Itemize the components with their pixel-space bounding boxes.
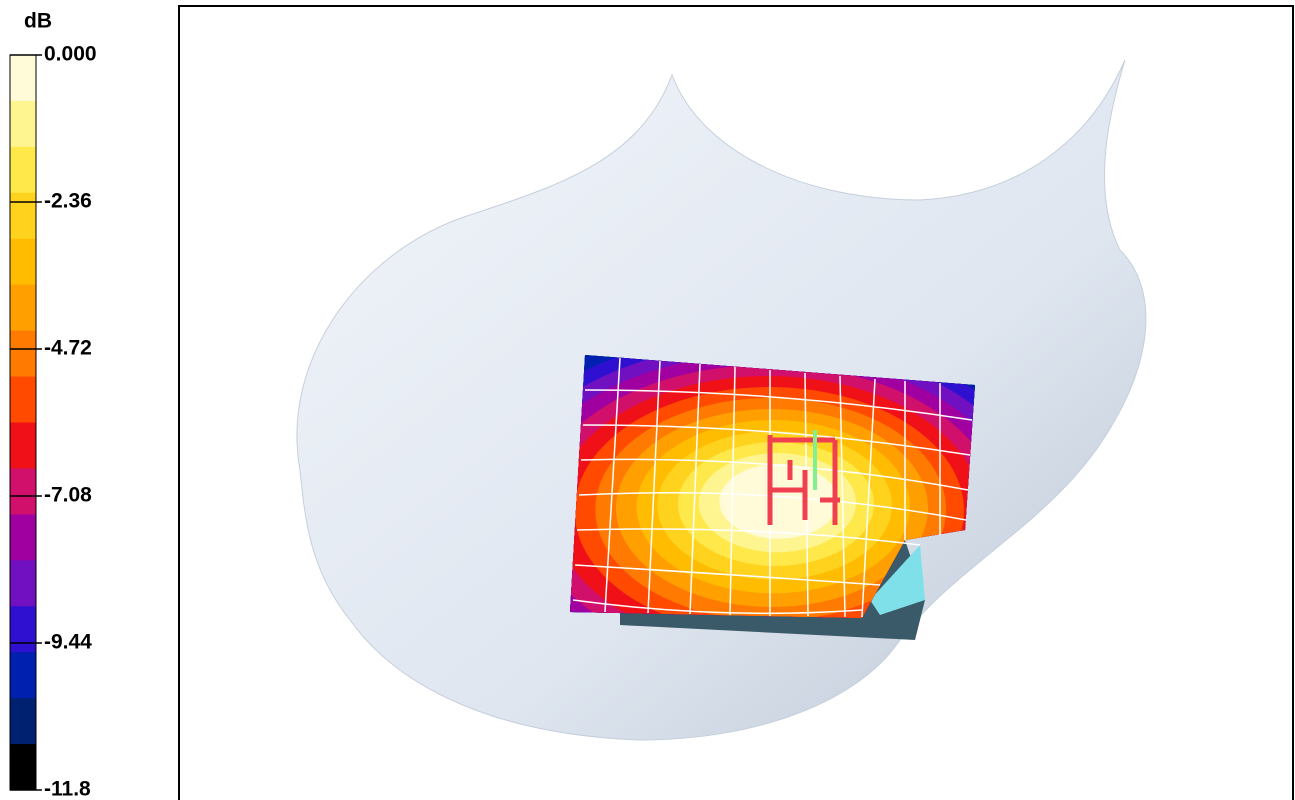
colorbar-tick-label: -7.08 bbox=[44, 484, 92, 507]
colorbar-band bbox=[10, 330, 36, 378]
colorbar-title: dB bbox=[24, 10, 52, 33]
colorbar-tick-label: -9.44 bbox=[44, 631, 92, 654]
colorbar-band bbox=[10, 422, 36, 469]
colorbar-band bbox=[10, 606, 36, 653]
colorbar-tick-label: -11.8 bbox=[44, 778, 91, 800]
heat-contour bbox=[719, 464, 839, 539]
colorbar-tick-label: -4.72 bbox=[44, 337, 92, 360]
colorbar-band bbox=[10, 55, 36, 102]
probe-plane-edge bbox=[870, 545, 925, 615]
3d-scene bbox=[296, 59, 1147, 741]
colorbar-band bbox=[10, 146, 36, 194]
antenna bbox=[767, 435, 840, 525]
colorbar-band bbox=[10, 238, 36, 286]
colorbar-band bbox=[10, 376, 36, 423]
colorbar-band bbox=[10, 652, 36, 699]
colorbar-band bbox=[10, 284, 36, 332]
colorbar-band bbox=[10, 100, 36, 148]
colorbar-band bbox=[10, 560, 36, 607]
colorbar-band bbox=[10, 698, 36, 745]
colorbar: 0.000 -2.36 -4.72 -7.08 -9.44 -11.8 bbox=[9, 43, 97, 800]
colorbar-tick-label: 0.000 bbox=[44, 43, 97, 66]
colorbar-tick-label: -2.36 bbox=[44, 190, 92, 213]
colorbar-band bbox=[10, 468, 36, 515]
colorbar-band bbox=[10, 514, 36, 561]
colorbar-band bbox=[10, 744, 36, 791]
colorbar-band bbox=[10, 192, 36, 240]
